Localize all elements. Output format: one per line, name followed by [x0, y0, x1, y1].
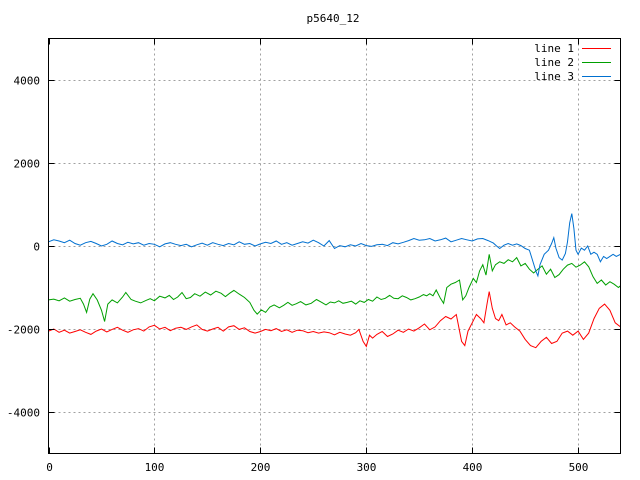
legend-label: line 3: [534, 70, 574, 83]
y-tick-label: 0: [33, 241, 40, 254]
x-tick-label: 100: [145, 461, 165, 474]
grid-lines: [48, 38, 621, 454]
y-tick-label: -2000: [7, 324, 40, 337]
x-tick-label: 500: [569, 461, 589, 474]
y-tick-label: -4000: [7, 407, 40, 420]
y-tick-label: 2000: [14, 158, 41, 171]
tick-labels: 0 100 200 300 400 500 -4000 -2000 0 2000 4000: [7, 75, 589, 475]
axis-ticks: [48, 38, 621, 454]
legend-label: line 2: [534, 56, 574, 69]
x-tick-label: 400: [463, 461, 483, 474]
x-tick-label: 300: [357, 461, 377, 474]
chart-title: p5640_12: [307, 12, 360, 25]
legend-label: line 1: [534, 42, 574, 55]
series-line-2: [48, 254, 621, 322]
y-tick-label: 4000: [14, 75, 41, 88]
x-tick-label: 200: [251, 461, 271, 474]
x-tick-label: 0: [46, 461, 53, 474]
series-line-1: [48, 291, 621, 349]
series-lines: [48, 213, 621, 349]
series-line-3: [48, 213, 621, 278]
